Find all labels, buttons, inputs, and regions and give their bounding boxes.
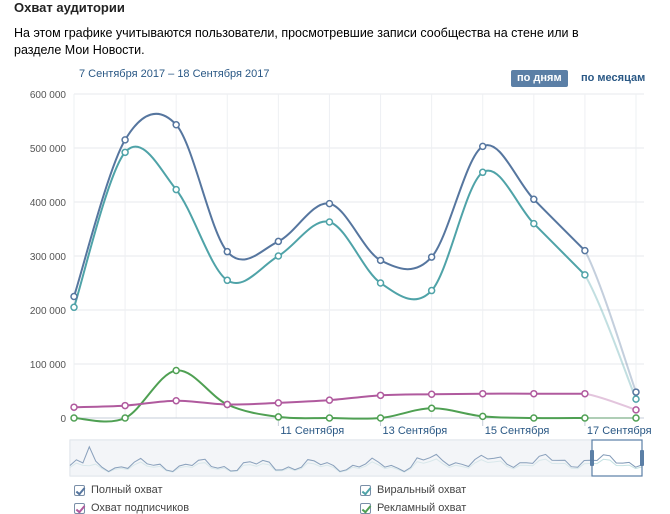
x-tick-label: 11 Сентября <box>280 425 344 437</box>
data-point-full[interactable] <box>632 388 640 396</box>
data-point-ads[interactable] <box>121 414 129 422</box>
data-point-viral[interactable] <box>376 279 385 287</box>
data-point-subscribers[interactable] <box>581 389 589 398</box>
data-point-ads[interactable] <box>581 414 589 422</box>
data-point-viral[interactable] <box>325 218 334 226</box>
data-point-full[interactable] <box>530 195 538 204</box>
data-point-ads[interactable] <box>376 414 385 422</box>
data-point-subscribers[interactable] <box>223 400 232 409</box>
legend-label-viral: Виральный охват <box>377 484 467 496</box>
reach-chart: 0 100 000 200 000 300 000 400 000 500 000 600 … <box>30 90 652 477</box>
y-tick-label: 0 <box>60 414 66 425</box>
data-point-ads[interactable] <box>530 414 538 422</box>
navigator-mask <box>70 440 592 476</box>
data-point-full[interactable] <box>274 237 283 246</box>
by-days-button[interactable]: по дням <box>511 70 568 87</box>
data-point-ads[interactable] <box>274 413 283 421</box>
section-title: Охват аудитории <box>14 0 125 15</box>
series-line-full-partial <box>584 250 637 393</box>
data-point-subscribers[interactable] <box>427 390 436 398</box>
data-point-viral[interactable] <box>121 148 129 157</box>
y-tick-label: 200 000 <box>30 306 67 317</box>
data-point-full[interactable] <box>172 121 180 129</box>
checkbox-full-reach[interactable] <box>74 484 85 496</box>
data-point-full[interactable] <box>223 247 232 256</box>
y-tick-label: 300 000 <box>30 252 67 263</box>
x-tick-label: 17 Сентября <box>587 425 652 437</box>
series-line-subscribers-partial <box>584 392 637 411</box>
y-tick-label: 100 000 <box>30 360 67 371</box>
data-point-subscribers[interactable] <box>325 396 334 404</box>
data-point-full[interactable] <box>581 246 589 255</box>
data-point-viral[interactable] <box>223 276 232 285</box>
data-point-full[interactable] <box>376 256 385 265</box>
data-point-subscribers[interactable] <box>632 406 640 414</box>
checkbox-viral-reach[interactable] <box>360 484 371 496</box>
data-point-subscribers[interactable] <box>376 391 385 400</box>
y-axis: 0 100 000 200 000 300 000 400 000 500 000 600 … <box>30 90 67 425</box>
legend-subscriber-reach[interactable]: Охват подписчиков <box>74 502 189 514</box>
y-tick-label: 500 000 <box>30 144 67 155</box>
data-point-viral[interactable] <box>427 286 436 295</box>
data-point-full[interactable] <box>478 142 487 151</box>
data-point-full[interactable] <box>427 253 436 261</box>
data-point-viral[interactable] <box>632 395 640 403</box>
x-axis: 11 Сентября 13 Сентября 15 Сентября 17 Сент… <box>74 417 652 437</box>
data-point-subscribers[interactable] <box>274 399 283 407</box>
data-point-ads[interactable] <box>478 412 487 421</box>
data-point-viral[interactable] <box>274 252 283 260</box>
data-point-subscribers[interactable] <box>70 403 78 411</box>
y-tick-label: 400 000 <box>30 198 67 209</box>
data-point-subscribers[interactable] <box>121 401 129 410</box>
data-point-viral[interactable] <box>70 303 78 312</box>
chart-description: На этом графике учитываются пользователи… <box>14 26 579 57</box>
data-point-ads[interactable] <box>427 404 436 413</box>
navigator-line-selected <box>69 445 643 473</box>
x-tick-label: 15 Сентября <box>485 425 550 437</box>
data-point-ads[interactable] <box>632 414 640 422</box>
data-point-viral[interactable] <box>581 271 589 279</box>
series-line-viral-partial <box>584 274 637 400</box>
data-point-full[interactable] <box>70 292 78 301</box>
data-point-subscribers[interactable] <box>478 389 487 398</box>
chart-series <box>70 112 640 423</box>
data-point-subscribers[interactable] <box>530 389 538 398</box>
checkbox-ads-reach[interactable] <box>360 502 371 514</box>
data-point-viral[interactable] <box>478 168 487 177</box>
navigator-handle-left[interactable] <box>590 450 594 466</box>
data-point-subscribers[interactable] <box>172 396 180 405</box>
range-navigator[interactable] <box>69 439 644 477</box>
data-point-viral[interactable] <box>172 185 180 194</box>
legend-label-subscribers: Охват подписчиков <box>91 502 190 514</box>
date-range[interactable]: 7 Сентября 2017 – 18 Сентября 2017 <box>79 68 270 80</box>
data-point-ads[interactable] <box>325 414 334 422</box>
legend-label-ads: Рекламный охват <box>377 502 467 514</box>
legend-full-reach[interactable]: Полный охват <box>74 484 163 496</box>
data-point-viral[interactable] <box>530 219 538 228</box>
legend-ads-reach[interactable]: Рекламный охват <box>360 502 466 514</box>
legend-viral-reach[interactable]: Виральный охват <box>360 484 466 496</box>
data-point-full[interactable] <box>121 136 129 144</box>
data-point-full[interactable] <box>325 199 334 208</box>
checkbox-subscriber-reach[interactable] <box>74 502 85 514</box>
legend-label-full: Полный охват <box>91 484 163 496</box>
data-point-ads[interactable] <box>172 366 180 375</box>
x-tick-label: 13 Сентября <box>383 425 448 437</box>
navigator-handle-right[interactable] <box>640 450 644 466</box>
by-months-button[interactable]: по месяцам <box>581 72 646 84</box>
y-tick-label: 600 000 <box>30 90 67 101</box>
data-point-ads[interactable] <box>70 414 78 422</box>
